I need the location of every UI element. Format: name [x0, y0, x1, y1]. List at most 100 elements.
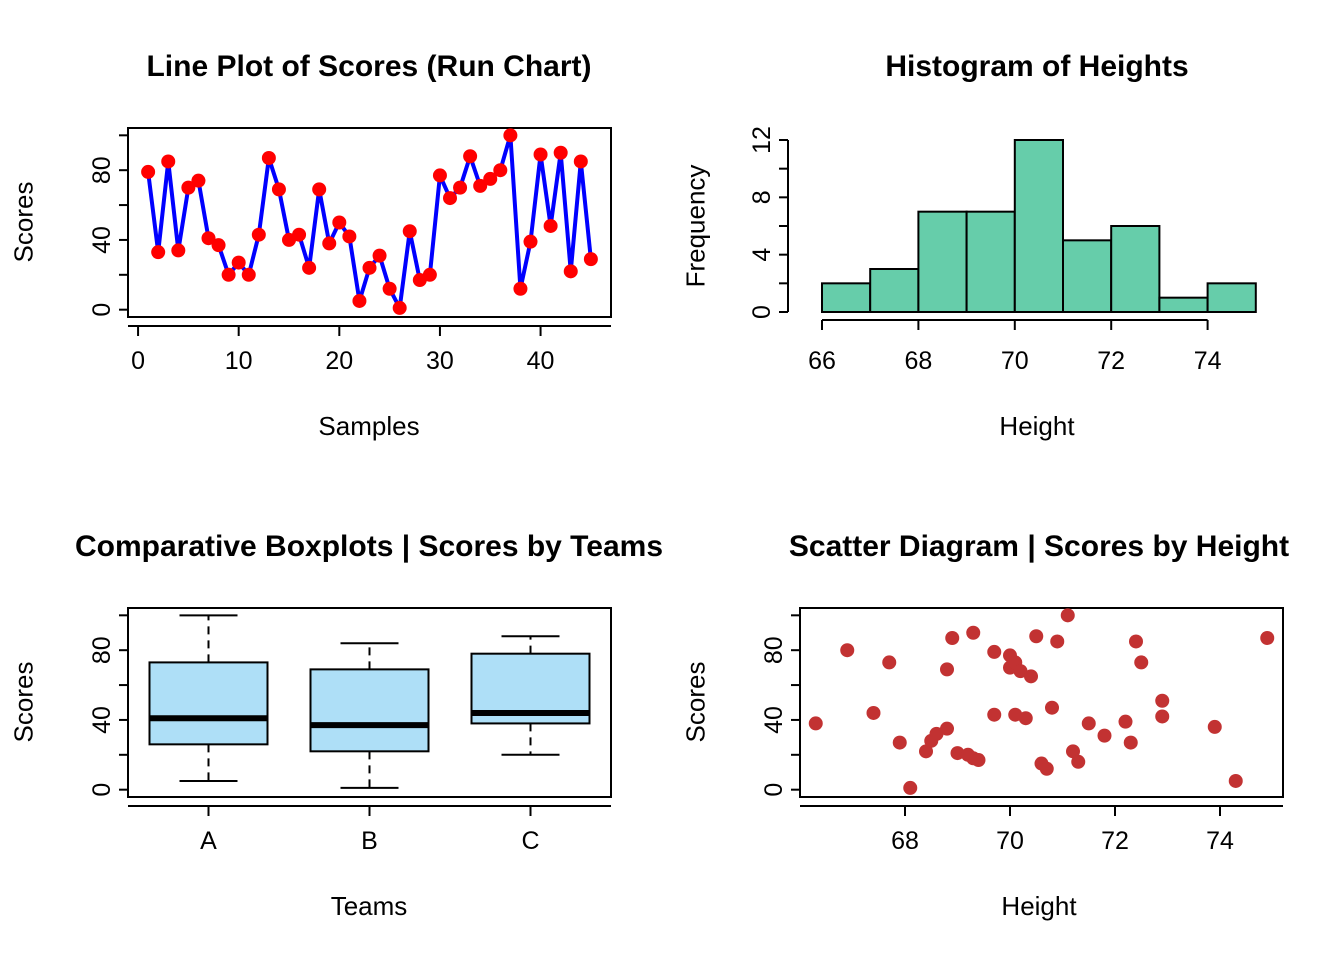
histogram-title: Histogram of Heights [885, 50, 1189, 83]
data-point [211, 238, 226, 253]
scatter-point [1155, 709, 1170, 724]
scatter-point [1071, 754, 1086, 769]
y-tick-label: 0 [88, 303, 116, 317]
data-point [533, 147, 548, 162]
x-tick-label: B [361, 827, 378, 855]
scatter-point [1118, 714, 1133, 729]
histogram-xlabel: Height [999, 411, 1075, 441]
scatter-point [1123, 735, 1138, 750]
data-point [181, 180, 196, 195]
scatter-point [1134, 655, 1149, 670]
scatter-point [840, 643, 855, 658]
data-point [322, 236, 337, 251]
y-tick-label: 40 [88, 706, 116, 734]
scatter-ylabel-text: Scores [680, 661, 711, 743]
scatter-point [1260, 630, 1275, 645]
boxplot-plot: 0 40 80 A B C [88, 607, 612, 855]
histogram-bar [1062, 239, 1113, 313]
y-tick-label: 0 [748, 305, 776, 319]
run-chart-title: Line Plot of Scores (Run Chart) [146, 50, 592, 83]
scatter-point [919, 744, 933, 759]
plot-box [127, 127, 612, 318]
x-tick-label: 72 [1097, 347, 1125, 375]
y-tick-label: 0 [760, 783, 788, 797]
scatter-point [866, 705, 881, 720]
x-tick-label: 68 [904, 347, 932, 375]
data-point [372, 248, 387, 263]
x-tick-label: A [200, 827, 217, 855]
x-tick-label: 0 [131, 347, 145, 375]
data-point [493, 163, 508, 178]
data-point [141, 164, 156, 179]
data-point [392, 300, 407, 315]
data-point [473, 178, 488, 193]
data-point [573, 154, 588, 169]
scatter-point [1207, 719, 1222, 734]
boxplot-title: Comparative Boxplots | Scores by Teams [74, 530, 664, 563]
x-tick-label: 30 [426, 347, 454, 375]
scatter-point [882, 655, 897, 670]
x-tick-label: 40 [527, 347, 555, 375]
data-point [332, 215, 347, 230]
data-point [513, 281, 528, 296]
data-point [191, 173, 206, 188]
scatter-point [929, 726, 944, 741]
scatter-point [1129, 634, 1143, 649]
data-point [583, 252, 598, 267]
histogram-ylabel-text: Frequency [680, 164, 711, 288]
plot-box [799, 607, 1284, 798]
scatter-point [1066, 744, 1080, 759]
boxplot-xlabel: Teams [330, 891, 408, 921]
histogram-bar [965, 210, 1016, 314]
scatter-point [1228, 773, 1243, 788]
data-point [151, 245, 166, 260]
data-point [312, 182, 327, 197]
box [309, 668, 430, 753]
y-tick-label: 4 [748, 248, 776, 262]
histogram-bar [917, 210, 968, 314]
scatter-xlabel: Height [1001, 891, 1077, 921]
y-tick-label: 80 [760, 636, 788, 664]
scatter-point [1045, 700, 1059, 715]
scatter-point [1013, 664, 1028, 679]
histogram-bar [869, 268, 920, 313]
scatter-point [945, 630, 960, 645]
data-point [352, 293, 367, 308]
panel-boxplot: 0 40 80 A B C Comparative Boxplots | Scores b… [0, 480, 672, 960]
scatter-point [808, 716, 823, 731]
data-point [443, 191, 457, 206]
scatter-point [1008, 707, 1023, 722]
data-point [432, 168, 447, 183]
scatter-point [1039, 761, 1054, 776]
scatter-plot: 0 40 80 68 70 72 74 [760, 607, 1284, 855]
data-point [231, 255, 246, 270]
run-chart-plot: 0 40 80 0 10 20 30 40 [88, 127, 612, 375]
scatter-point [940, 662, 954, 677]
scatter-point [903, 780, 918, 795]
data-point [362, 260, 377, 275]
data-point [201, 231, 216, 246]
data-point [292, 227, 307, 242]
scatter-point [1060, 608, 1075, 623]
data-point [271, 182, 286, 197]
data-point [503, 128, 518, 143]
scatter-point [1018, 711, 1033, 726]
scatter-point [1024, 669, 1038, 684]
x-tick-label: 74 [1206, 827, 1234, 855]
y-tick-label: 80 [88, 636, 116, 664]
scatter-point [892, 735, 907, 750]
data-point [251, 227, 266, 242]
data-point [382, 281, 397, 296]
data-point [221, 267, 236, 282]
data-point [543, 218, 558, 233]
x-tick-label: 20 [325, 347, 353, 375]
panel-run-chart: 0 40 80 0 10 20 30 40 Line Plot of Scores (Run … [0, 0, 672, 480]
data-point [553, 145, 568, 160]
boxplot-ylabel-text: Scores [8, 661, 39, 743]
y-tick-label: 12 [748, 126, 776, 154]
x-tick-label: 70 [996, 827, 1024, 855]
data-point [171, 243, 186, 258]
x-tick-label: 68 [891, 827, 919, 855]
y-tick-label: 8 [748, 190, 776, 204]
